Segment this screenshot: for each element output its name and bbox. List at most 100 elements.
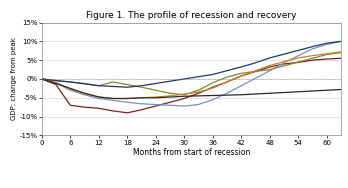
1920-1924 <box>196 92 200 94</box>
1990-1993 <box>239 66 243 68</box>
1930-1934 <box>182 105 187 107</box>
1990-1993 <box>196 76 200 78</box>
1920-1924 <box>154 105 158 107</box>
2008- <box>282 91 286 94</box>
1920-1924 <box>68 104 72 106</box>
1990-1993 <box>97 85 101 87</box>
1930-1934 <box>239 85 243 87</box>
1973-1976 <box>40 78 44 80</box>
2008- <box>225 94 229 96</box>
1979-1983 <box>310 55 315 57</box>
1920-1924 <box>168 101 172 103</box>
1990-1993 <box>296 49 300 52</box>
1979-1983 <box>253 70 258 72</box>
2008- <box>253 93 258 95</box>
1979-1983 <box>68 88 72 91</box>
Title: Figure 1. The profile of recession and recovery: Figure 1. The profile of recession and r… <box>86 11 296 20</box>
1920-1924 <box>182 97 187 100</box>
2008- <box>140 97 144 99</box>
2008- <box>182 95 187 97</box>
1979-1983 <box>225 81 229 83</box>
2008- <box>196 95 200 97</box>
1930-1934 <box>168 104 172 106</box>
1979-1983 <box>154 96 158 98</box>
1973-1976 <box>54 80 58 82</box>
Line: 2008-: 2008- <box>42 79 341 99</box>
1973-1976 <box>282 65 286 67</box>
1973-1976 <box>325 53 329 56</box>
2008- <box>154 97 158 99</box>
1920-1924 <box>253 70 258 73</box>
1979-1983 <box>339 51 343 53</box>
1973-1976 <box>168 92 172 94</box>
1979-1983 <box>82 92 87 94</box>
1930-1934 <box>125 101 129 103</box>
1973-1976 <box>196 89 200 91</box>
1979-1983 <box>268 64 272 67</box>
1990-1993 <box>182 78 187 80</box>
1979-1983 <box>168 95 172 97</box>
1920-1924 <box>282 63 286 65</box>
1973-1976 <box>154 89 158 91</box>
1990-1993 <box>339 40 343 42</box>
1930-1934 <box>253 77 258 79</box>
1990-1993 <box>82 83 87 85</box>
1979-1983 <box>196 91 200 93</box>
1920-1924 <box>225 81 229 83</box>
Line: 1990-1993: 1990-1993 <box>42 41 341 87</box>
2008- <box>310 90 315 92</box>
1979-1983 <box>211 87 215 89</box>
1990-1993 <box>282 53 286 55</box>
2008- <box>97 96 101 98</box>
1930-1934 <box>296 55 300 57</box>
1973-1976 <box>82 82 87 85</box>
1979-1983 <box>140 97 144 99</box>
1990-1993 <box>211 73 215 76</box>
1990-1993 <box>40 78 44 80</box>
1920-1924 <box>296 61 300 64</box>
1990-1993 <box>125 86 129 88</box>
2008- <box>239 94 243 96</box>
1990-1993 <box>268 57 272 59</box>
1920-1924 <box>54 83 58 86</box>
1973-1976 <box>111 81 115 83</box>
Line: 1979-1983: 1979-1983 <box>42 52 341 99</box>
1930-1934 <box>211 99 215 101</box>
1973-1976 <box>253 70 258 73</box>
1920-1924 <box>97 107 101 109</box>
2008- <box>82 92 87 94</box>
1930-1934 <box>111 99 115 102</box>
1973-1976 <box>97 85 101 87</box>
2008- <box>296 91 300 93</box>
1973-1976 <box>268 68 272 71</box>
1973-1976 <box>339 52 343 54</box>
1973-1976 <box>211 82 215 84</box>
1930-1934 <box>282 62 286 64</box>
1930-1934 <box>154 103 158 106</box>
1973-1976 <box>296 61 300 63</box>
1930-1934 <box>325 43 329 45</box>
1920-1924 <box>40 78 44 80</box>
1973-1976 <box>140 86 144 88</box>
1920-1924 <box>125 112 129 114</box>
1930-1934 <box>140 103 144 105</box>
1990-1993 <box>111 85 115 88</box>
1930-1934 <box>54 82 58 84</box>
Line: 1920-1924: 1920-1924 <box>42 58 341 113</box>
1979-1983 <box>54 82 58 84</box>
2008- <box>111 97 115 100</box>
Y-axis label: GDP: change from peak: GDP: change from peak <box>11 38 17 120</box>
1920-1924 <box>140 109 144 111</box>
1930-1934 <box>310 48 315 50</box>
1930-1934 <box>82 94 87 96</box>
1979-1983 <box>97 96 101 98</box>
1990-1993 <box>68 81 72 83</box>
1973-1976 <box>182 94 187 96</box>
1990-1993 <box>325 42 329 44</box>
1920-1924 <box>111 110 115 112</box>
2008- <box>54 82 58 85</box>
1973-1976 <box>239 72 243 74</box>
1979-1983 <box>40 78 44 80</box>
Line: 1930-1934: 1930-1934 <box>42 41 341 106</box>
1979-1983 <box>182 93 187 95</box>
